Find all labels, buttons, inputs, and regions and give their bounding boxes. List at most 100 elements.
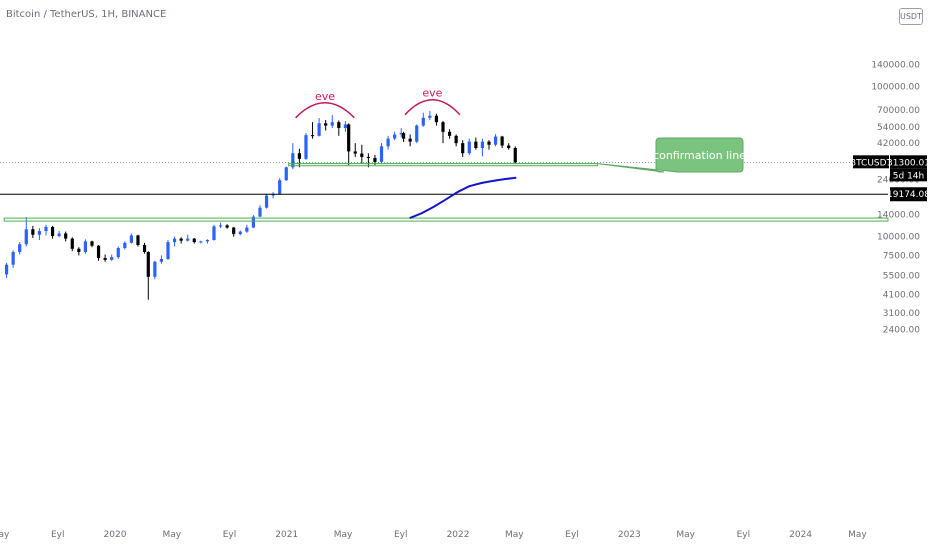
candle-body — [31, 229, 35, 235]
chart-symbol-title: Bitcoin / TetherUS, 1H, BINANCE — [6, 9, 167, 20]
candle-body — [159, 258, 164, 262]
candle-body — [199, 241, 203, 243]
candle-body — [297, 153, 302, 159]
candle-body — [434, 115, 439, 123]
time-tick-label: Eyl — [737, 530, 751, 540]
candle-body — [447, 131, 452, 136]
candle-body — [461, 143, 465, 154]
time-tick-label: 2020 — [104, 530, 127, 540]
candle-body — [50, 226, 55, 237]
time-tick-label: May — [0, 530, 10, 540]
price-tick-label: 4100.00 — [883, 291, 920, 301]
time-tick-label: May — [334, 530, 353, 540]
candle-body — [441, 122, 445, 132]
candle-body — [18, 244, 22, 253]
candle-body — [500, 136, 504, 146]
moving-average-line — [409, 176, 517, 220]
candle-body — [186, 238, 190, 241]
candle-body — [317, 123, 321, 136]
price-tick-label: 7500.00 — [883, 251, 920, 261]
candle-body — [291, 153, 295, 168]
candle-body — [474, 141, 478, 148]
last-price-value: 31300.01 — [887, 158, 930, 168]
candle-body — [57, 233, 61, 237]
time-tick-label: May — [162, 530, 181, 540]
candle-body — [245, 227, 249, 232]
candle-body — [401, 133, 406, 139]
candle-body — [415, 125, 419, 142]
time-tick-label: May — [505, 530, 524, 540]
candle-body — [116, 248, 120, 258]
candle-body — [238, 231, 242, 235]
candle-body — [513, 147, 517, 163]
candle-body — [347, 124, 351, 152]
time-axis[interactable]: May Eyl 2020 May Eyl 2021 May Eyl 2022 May Eyl 2023… — [0, 530, 867, 540]
candle-body — [399, 133, 403, 135]
eve-label: eve — [315, 90, 335, 103]
candle-body — [487, 141, 491, 145]
price-tick-label: 54000.00 — [877, 123, 920, 133]
candle-body — [192, 238, 196, 243]
candle-body — [393, 134, 397, 139]
price-tick-label: 10000.00 — [877, 233, 920, 243]
last-price-badge — [890, 155, 927, 169]
candle-body — [232, 227, 236, 235]
candle-body — [24, 229, 28, 245]
candle-body — [11, 252, 15, 265]
price-tick-label: 70000.00 — [877, 106, 920, 116]
price-tick-label: 14000.00 — [877, 211, 920, 221]
candle-body — [142, 244, 147, 253]
candle-body — [4, 264, 9, 275]
candle-body — [264, 195, 269, 208]
candle-body — [304, 135, 308, 159]
time-tick-label: 2024 — [789, 530, 812, 540]
price-tick-label: 42000.00 — [877, 139, 920, 149]
candle-body — [360, 153, 364, 157]
candle-body — [480, 141, 485, 148]
candle-body — [172, 238, 177, 243]
candle-body — [153, 261, 157, 277]
time-tick-label: 2022 — [447, 530, 470, 540]
level-price-value: 19174.08 — [887, 190, 930, 200]
candle-body — [353, 151, 357, 154]
candle-body — [103, 258, 107, 260]
candle-body — [96, 245, 101, 259]
candle-body — [123, 242, 127, 249]
candle-body — [44, 226, 48, 232]
candle-body — [136, 235, 140, 245]
candle-body — [366, 156, 370, 158]
candle-body — [421, 117, 425, 126]
candle-body — [454, 135, 458, 144]
countdown-badge — [890, 168, 927, 182]
candle-body — [428, 115, 432, 118]
candle-body — [284, 167, 288, 181]
candle-body — [90, 241, 94, 246]
candle-body — [129, 235, 133, 243]
candle-body — [278, 180, 282, 194]
lower-support-zone — [3, 217, 889, 222]
candle-body — [507, 145, 511, 148]
candle-body — [379, 146, 384, 162]
time-tick-label: May — [848, 530, 867, 540]
support-zone — [288, 163, 598, 167]
currency-button[interactable]: USDT — [899, 8, 923, 25]
candle-body — [146, 252, 150, 277]
candle-body — [205, 239, 210, 242]
candle-body — [258, 207, 262, 217]
candle-body — [70, 238, 74, 249]
symbol-badge — [853, 155, 889, 169]
candle-body — [386, 138, 390, 147]
plot-area: eve eve confirmation line — [0, 87, 889, 300]
top-arc — [295, 102, 355, 119]
time-tick-label: May — [676, 530, 695, 540]
candle-body — [77, 248, 81, 253]
time-tick-label: Eyl — [223, 530, 237, 540]
symbol-badge-text: BTCUSDT — [850, 158, 893, 168]
countdown-value: 5d 14h — [893, 171, 924, 181]
top-arc — [404, 99, 461, 116]
level-price-badge — [890, 187, 927, 202]
candle-body — [330, 122, 334, 126]
candle-body — [337, 122, 341, 129]
candle-body — [179, 238, 183, 241]
